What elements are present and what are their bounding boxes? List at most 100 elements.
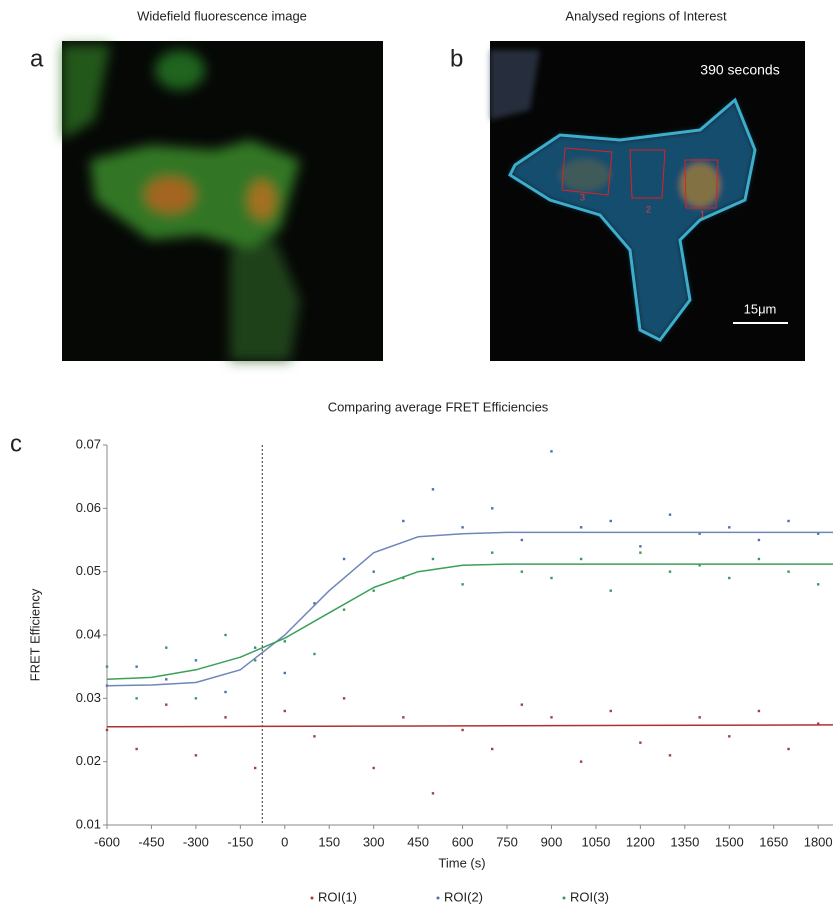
data-point: [491, 507, 494, 510]
data-point: [550, 576, 553, 580]
data-point: [609, 589, 612, 592]
data-point: [609, 709, 612, 713]
data-point: [165, 678, 168, 681]
data-point: [816, 722, 820, 725]
x-axis-label: Time (s): [438, 855, 485, 870]
chart-title: Comparing average FRET Efficiencies: [328, 399, 549, 414]
x-tick-label: -450: [138, 834, 164, 849]
fluorescence-image: [62, 41, 383, 361]
data-point: [431, 792, 435, 795]
data-point: [728, 576, 731, 580]
x-tick-label: -300: [183, 834, 209, 849]
data-point: [135, 697, 138, 700]
y-tick-label: 0.04: [76, 626, 101, 641]
x-tick-label: 150: [318, 834, 340, 849]
roi-image: [490, 41, 805, 361]
x-tick-label: 1200: [626, 834, 655, 849]
data-point: [698, 532, 701, 535]
y-axis-label: FRET Efficiency: [27, 588, 42, 681]
data-point: [816, 583, 820, 586]
y-tick-label: 0.02: [76, 753, 101, 768]
data-point: [283, 671, 286, 675]
x-tick-label: 1350: [670, 834, 699, 849]
legend-label: ROI(2): [444, 889, 483, 904]
data-point: [194, 754, 198, 757]
data-point: [639, 551, 642, 554]
data-point: [372, 570, 375, 573]
legend-label: ROI(1): [318, 889, 357, 904]
x-tick-label: -150: [227, 834, 253, 849]
data-point: [579, 760, 583, 763]
data-point: [431, 557, 435, 561]
data-point: [402, 576, 405, 580]
legend-marker: [562, 896, 566, 900]
roi-label: 1: [700, 209, 705, 219]
time-label: 390 seconds: [700, 62, 779, 78]
data-point: [105, 665, 109, 668]
data-point: [698, 716, 701, 719]
roi-label: 3: [580, 192, 585, 202]
data-point: [194, 659, 198, 662]
data-point: [639, 741, 642, 744]
data-point: [520, 703, 524, 706]
x-tick-label: 600: [452, 834, 474, 849]
y-tick-label: 0.01: [76, 816, 101, 831]
x-tick-label: -600: [94, 834, 120, 849]
y-tick-label: 0.07: [76, 436, 101, 451]
data-point: [342, 697, 346, 700]
data-point: [698, 564, 701, 567]
panel-letter: a: [30, 45, 44, 72]
scale-label: 15μm: [744, 301, 777, 316]
data-point: [816, 532, 820, 535]
fit-curve: [106, 531, 833, 687]
data-point: [668, 570, 672, 573]
data-point: [491, 747, 494, 751]
panel-letter: b: [450, 45, 463, 72]
data-point: [550, 716, 553, 719]
x-tick-label: 1050: [581, 834, 610, 849]
data-point: [313, 602, 316, 605]
data-point: [253, 766, 257, 770]
data-point: [757, 709, 761, 713]
legend-marker: [310, 896, 314, 900]
data-point: [283, 640, 286, 643]
data-point: [668, 513, 672, 516]
data-point: [431, 488, 435, 491]
x-tick-label: 0: [281, 834, 288, 849]
data-point: [728, 526, 731, 529]
legend-marker: [436, 896, 440, 900]
data-point: [224, 633, 227, 637]
data-point: [372, 766, 375, 770]
y-tick-label: 0.06: [76, 500, 101, 515]
data-point: [342, 608, 346, 611]
data-point: [639, 545, 642, 548]
x-tick-label: 300: [363, 834, 385, 849]
data-point: [520, 538, 524, 542]
data-point: [787, 570, 790, 573]
data-point: [579, 526, 583, 529]
y-tick-label: 0.05: [76, 563, 101, 578]
x-tick-label: 1800: [804, 834, 833, 849]
data-point: [402, 519, 405, 523]
data-point: [579, 557, 583, 561]
data-point: [253, 646, 257, 649]
data-point: [728, 735, 731, 738]
data-point: [253, 659, 257, 662]
data-point: [787, 519, 790, 523]
data-point: [342, 557, 346, 561]
data-point: [787, 747, 790, 751]
data-point: [224, 716, 227, 719]
data-point: [461, 526, 464, 529]
data-point: [491, 551, 494, 554]
fit-curve: [106, 724, 834, 728]
fit-curve: [106, 563, 833, 681]
data-point: [313, 735, 316, 738]
data-point: [165, 646, 168, 649]
data-point: [135, 665, 138, 668]
data-point: [461, 728, 464, 732]
data-point: [402, 716, 405, 719]
x-tick-label: 750: [496, 834, 518, 849]
data-point: [283, 709, 286, 713]
data-point: [609, 519, 612, 523]
